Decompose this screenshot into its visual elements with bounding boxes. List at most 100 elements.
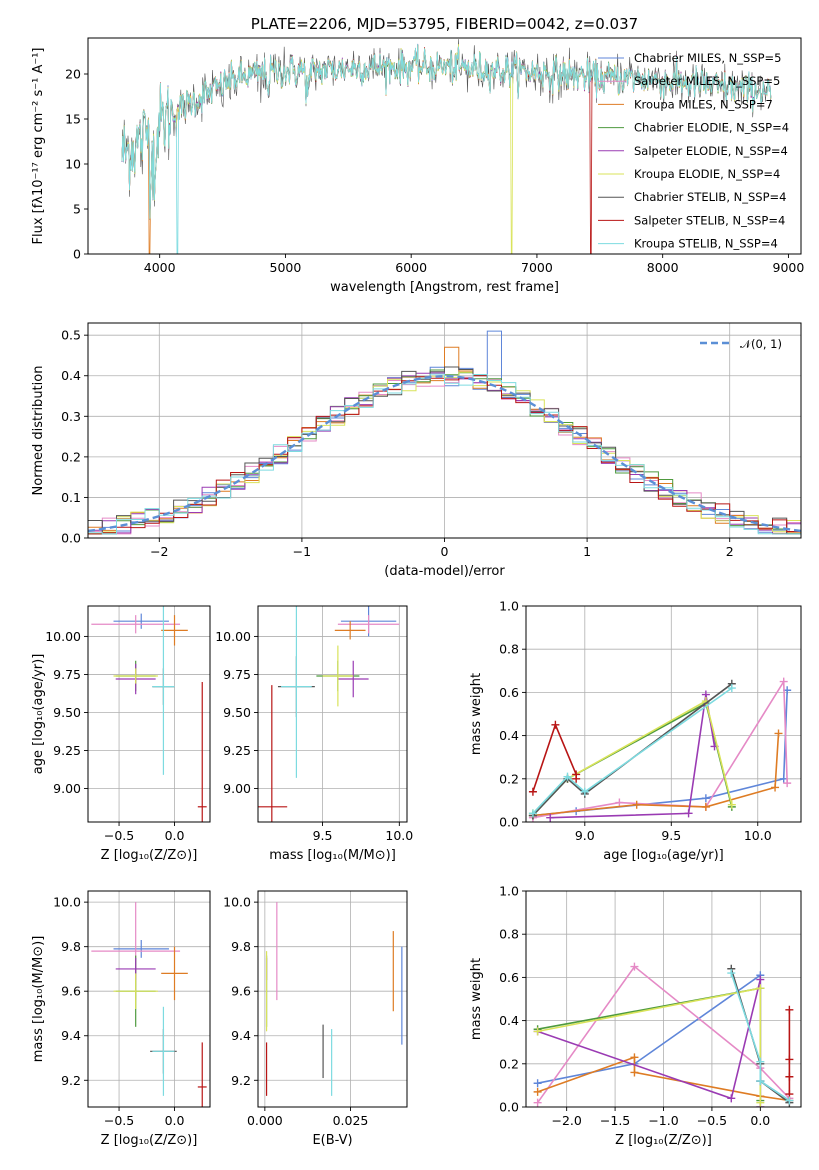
legend-entry: Chabrier ELODIE, N_SSP=4	[634, 121, 789, 135]
weight-marker	[756, 1057, 765, 1066]
spectrum-panel: 4000 5000 6000 7000 8000 9000 0 5 10 15 20 waveleng…	[31, 15, 804, 295]
weight-marker	[785, 1055, 794, 1064]
y-tick-label: 0.2	[61, 449, 81, 464]
legend-entry: Kroupa MILES, N_SSP=7	[634, 97, 773, 111]
x-tick-label: 9.5	[661, 828, 681, 843]
x-axis-label: age [log₁₀(age/yr)]	[603, 848, 724, 863]
mass_vs_ebv-plot-area	[265, 902, 403, 1096]
weight-marker	[528, 787, 537, 796]
age_vs_Z-axes: −0.5 0.0 9.00 9.25 9.50 9.75 10.00 Z [log₁₀(Z/Z…	[31, 605, 211, 863]
weight-line-c_stelib	[532, 683, 733, 817]
x-tick-label: 9.0	[575, 828, 595, 843]
residuals-panel: −2 −1 0 1 2 0.0 0.1 0.2 0.3 0.4 0.5 (data-model)/er…	[31, 322, 802, 579]
weight_vs_Z-plot-area	[533, 962, 794, 1107]
weight-line-c_miles	[532, 690, 788, 817]
weight-line-s_miles	[536, 965, 790, 1104]
x-tick-label: −1.0	[648, 1113, 678, 1128]
x-tick-label: 9.5	[313, 828, 333, 843]
y-tick-label: 10.00	[215, 629, 251, 644]
weight-marker	[630, 1053, 639, 1062]
errorbar-point-s_miles	[91, 615, 181, 634]
x-tick-label: 4000	[144, 260, 176, 275]
y-axis-label: age [log₁₀(age/yr)]	[31, 654, 46, 775]
weight-marker	[785, 1096, 794, 1105]
weight-marker	[572, 774, 581, 783]
errorbar-point-k_elodie	[113, 668, 158, 684]
weight-marker	[756, 975, 765, 984]
weight-marker	[783, 779, 792, 788]
age_vs_mass-axes: 9.5 10.0 9.00 9.25 9.50 9.75 10.00 mass [log₁₀(…	[215, 605, 413, 863]
axes-frame	[257, 605, 408, 823]
axes-frame	[87, 890, 211, 1108]
histogram-step-s_miles	[88, 376, 801, 535]
weight-marker	[779, 677, 788, 686]
residual-legend: 𝒩(0, 1)	[700, 337, 782, 351]
errorbar-point-k_stelib	[152, 606, 175, 775]
mass_vs_Z-plot-area	[91, 902, 207, 1107]
errorbar-point-k_stelib	[281, 606, 312, 778]
weight-marker	[630, 1068, 639, 1077]
weight-marker	[771, 783, 780, 792]
weight-marker	[546, 813, 555, 822]
y-tick-label: 10.0	[53, 895, 81, 910]
y-tick-label: 0.4	[61, 368, 81, 383]
x-tick-label: −2.0	[551, 1113, 581, 1128]
y-tick-label: 0.5	[61, 328, 81, 343]
legend-entry: 𝒩(0, 1)	[740, 337, 782, 351]
legend-entry: Chabrier MILES, N_SSP=5	[634, 51, 781, 65]
x-tick-label: −0.5	[697, 1113, 727, 1128]
weight-marker	[528, 809, 537, 818]
x-tick-label: 0	[441, 544, 449, 559]
y-tick-label: 0.3	[61, 409, 81, 424]
weight-line-s_elodie	[550, 694, 716, 819]
x-axis-label: Z [log₁₀(Z/Z⊙)]	[101, 1133, 198, 1148]
weight-marker	[756, 1077, 765, 1086]
legend-entry: Salpeter STELIB, N_SSP=4	[634, 213, 785, 227]
y-tick-label: 1.0	[499, 599, 519, 614]
axes-frame	[257, 890, 408, 1108]
x-tick-label: 0.025	[333, 1113, 369, 1128]
x-tick-label: −0.5	[104, 1113, 134, 1128]
y-tick-label: 9.6	[61, 984, 81, 999]
y-tick-label: 0	[73, 247, 81, 262]
y-tick-label: 9.25	[53, 743, 81, 758]
errorbar-point-s_elodie	[337, 660, 369, 698]
legend-entry: Chabrier STELIB, N_SSP=4	[634, 190, 786, 204]
x-tick-label: −1	[293, 544, 311, 559]
weight-marker	[533, 1087, 542, 1096]
y-axis-label: mass weight	[469, 673, 484, 755]
axes-frame	[525, 605, 802, 823]
weight_vs_age-axes: 9.0 9.5 10.0 0.0 0.2 0.4 0.6 0.8 1.0 age [log₁₀(a…	[469, 599, 802, 863]
y-tick-label: 0.8	[499, 927, 519, 942]
legend-entry: Salpeter MILES, N_SSP=5	[634, 74, 780, 88]
weight-line-k_stelib	[532, 687, 733, 814]
histogram-step-c_stelib	[88, 366, 801, 535]
x-axis-label: Z [log₁₀(Z/Z⊙)]	[615, 1133, 712, 1148]
y-tick-label: 10.0	[223, 895, 251, 910]
y-tick-label: 0.8	[499, 642, 519, 657]
y-tick-label: 9.75	[53, 667, 81, 682]
errorbar-point-s_stelib	[197, 1042, 207, 1107]
weight-line-k_elodie	[537, 987, 762, 1103]
weight-marker	[580, 787, 589, 796]
legend-entry: Kroupa ELODIE, N_SSP=4	[634, 167, 780, 181]
weight-marker	[630, 962, 639, 971]
weight-line-c_elodie	[537, 987, 762, 1101]
weight_vs_Z-axes: −2.0 −1.5 −1.0 −0.5 0.0 0.0 0.2 0.4 0.6 0.8 1.0 Z […	[469, 884, 802, 1148]
x-axis-label: (data-model)/error	[384, 564, 505, 579]
weight-marker	[615, 798, 624, 807]
errorbar-point-k_elodie	[322, 645, 354, 707]
x-tick-label: 7000	[521, 260, 553, 275]
axes-frame	[87, 605, 211, 823]
y-tick-label: 0.1	[61, 490, 81, 505]
y-tick-label: 0.6	[499, 685, 519, 700]
weight_vs_age-plot-area	[528, 677, 792, 822]
y-tick-label: 9.00	[223, 781, 251, 796]
x-tick-label: 0.0	[750, 1113, 770, 1128]
y-tick-label: 0.0	[61, 531, 81, 546]
weight-marker	[701, 802, 710, 811]
x-tick-label: 0.000	[247, 1113, 283, 1128]
weight-marker	[533, 1027, 542, 1036]
weight-marker	[632, 800, 641, 809]
